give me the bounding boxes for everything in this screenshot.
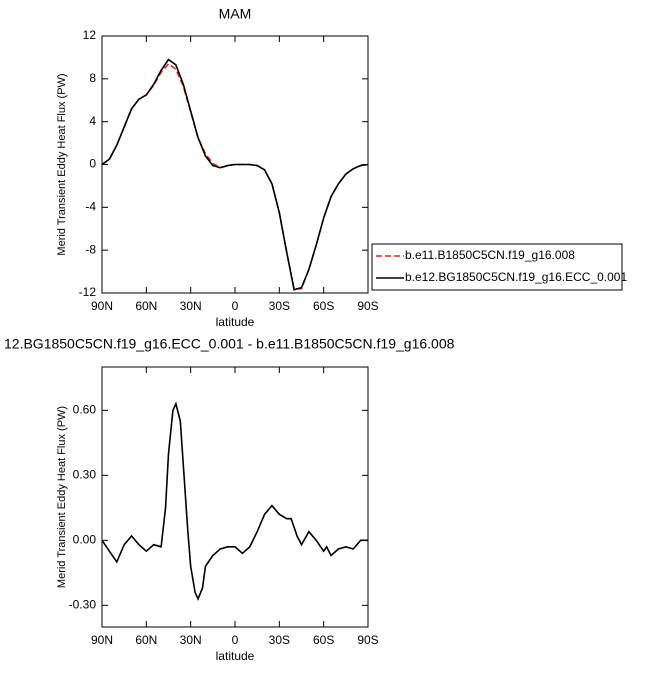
y-tick-label: -12 xyxy=(79,285,97,299)
x-tick-label: 90S xyxy=(357,299,378,313)
x-tick-label: 90S xyxy=(357,633,378,647)
x-tick-label: 90N xyxy=(91,633,113,647)
x-axis-label: latitude xyxy=(216,315,255,329)
y-tick-label: 0.00 xyxy=(73,533,97,547)
legend-label: b.e11.B1850C5CN.f19_g16.008 xyxy=(405,248,575,262)
legend-box xyxy=(371,243,623,291)
x-tick-label: 0 xyxy=(232,633,239,647)
y-tick-label: 4 xyxy=(89,114,96,128)
y-tick-label: -8 xyxy=(85,242,96,256)
x-tick-label: 60N xyxy=(135,633,157,647)
y-tick-label: 0.60 xyxy=(73,403,97,417)
x-tick-label: 30S xyxy=(269,633,290,647)
y-tick-label: 12 xyxy=(83,28,97,42)
y-tick-label: 0 xyxy=(89,157,96,171)
x-tick-label: 30N xyxy=(180,299,202,313)
chart-title: MAM xyxy=(219,6,252,22)
data-line xyxy=(101,401,368,601)
chart-title: 12.BG1850C5CN.f19_g16.ECC_0.001 - b.e11.… xyxy=(4,336,455,352)
x-axis-label: latitude xyxy=(216,649,255,663)
y-tick-label: 0.30 xyxy=(73,468,97,482)
plot-frame xyxy=(101,366,369,628)
x-tick-label: 60N xyxy=(135,299,157,313)
y-tick-label: 8 xyxy=(89,71,96,85)
x-tick-label: 90N xyxy=(91,299,113,313)
data-line xyxy=(101,58,369,291)
y-axis-label: Merid Transient Eddy Heat Flux (PW) xyxy=(56,73,68,255)
legend-label: b.e12.BG1850C5CN.f19_g16.ECC_0.001 xyxy=(405,270,627,284)
y-tick-label: -4 xyxy=(85,200,96,214)
x-tick-label: 60S xyxy=(313,299,334,313)
x-tick-label: 60S xyxy=(313,633,334,647)
x-tick-label: 30S xyxy=(269,299,290,313)
y-axis-label: Merid Transient Eddy Heat Flux (PW) xyxy=(56,406,68,588)
y-tick-label: -0.30 xyxy=(69,598,97,612)
x-tick-label: 30N xyxy=(180,633,202,647)
x-tick-label: 0 xyxy=(232,299,239,313)
